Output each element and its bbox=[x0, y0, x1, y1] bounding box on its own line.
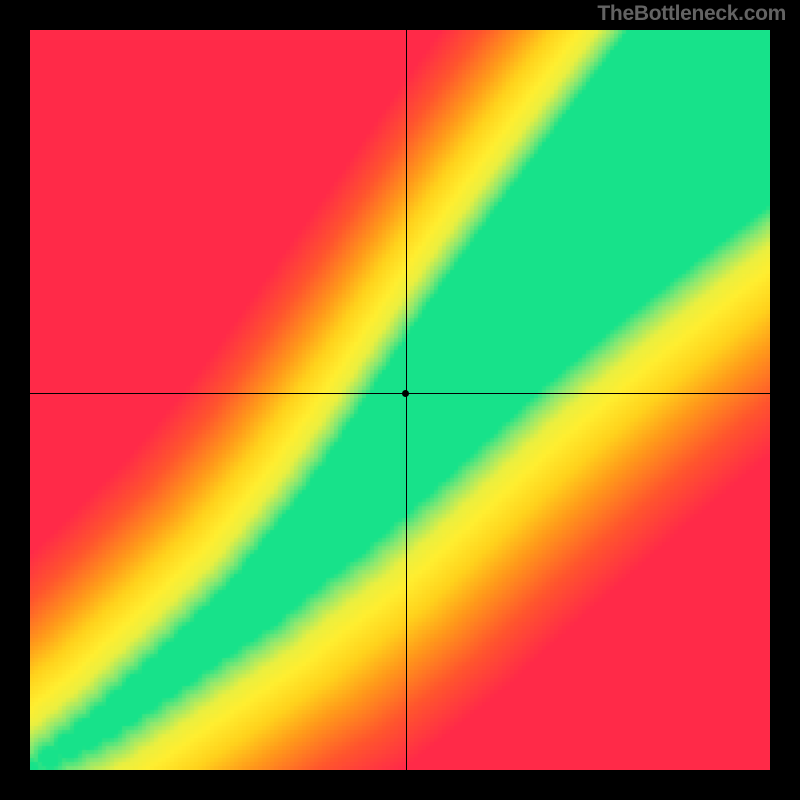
watermark-text: TheBottleneck.com bbox=[597, 2, 786, 26]
crosshair-vertical bbox=[406, 30, 407, 770]
heatmap-canvas bbox=[30, 30, 770, 770]
bottleneck-heatmap bbox=[30, 30, 770, 770]
crosshair-horizontal bbox=[30, 393, 770, 394]
